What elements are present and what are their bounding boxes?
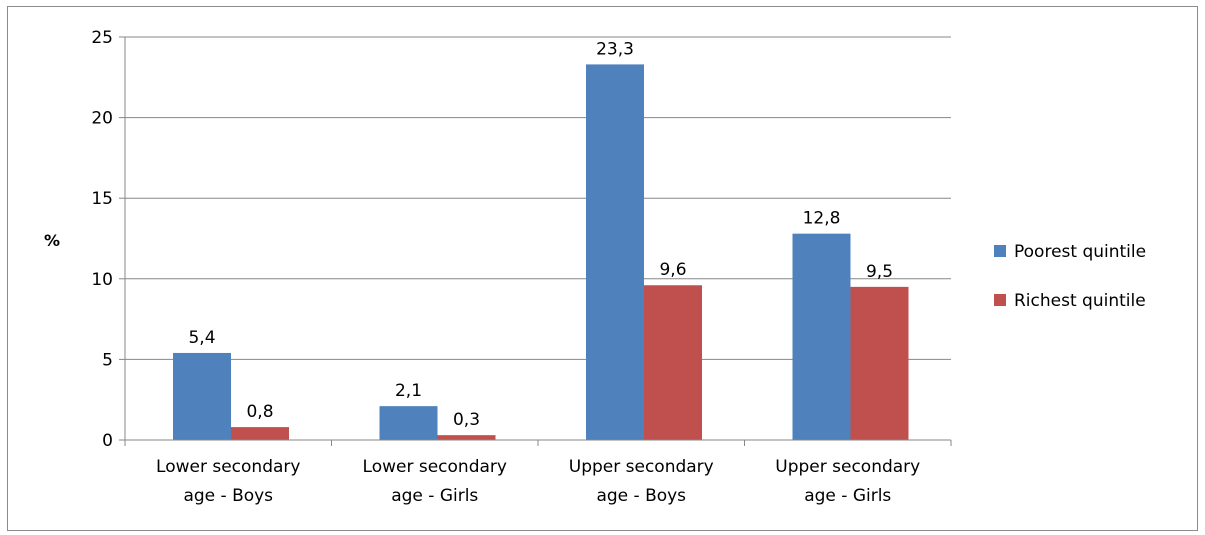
bar-poorest-2 [586,64,644,441]
x-category-label: Lower secondary [363,457,507,477]
x-category-label: age - Boys [183,486,273,506]
data-label: 12,8 [803,209,841,229]
data-label: 9,6 [659,260,686,280]
legend-label-richest: Richest quintile [1014,291,1146,311]
x-category-label: Upper secondary [569,457,714,477]
data-label: 23,3 [596,39,634,59]
axes: 0 5 10 15 20 25 Lower secondary age - Boys Lower… [91,28,952,506]
bar-richest-3 [850,286,909,440]
bar-poorest-0 [173,352,231,440]
bar-poorest-3 [792,233,851,440]
y-tick-label: 15 [91,189,113,209]
x-category-label: Lower secondary [156,457,300,477]
bars [173,64,909,441]
data-label: 0,8 [246,402,273,422]
x-category-label: age - Girls [804,486,891,506]
bar-richest-0 [231,427,289,440]
x-category-label: age - Girls [391,486,478,506]
data-label: 0,3 [453,410,480,430]
bar-richest-2 [644,285,702,440]
data-labels: 5,4 0,8 2,1 0,3 23,3 9,6 12,8 9,5 [188,39,893,430]
y-tick-label: 0 [102,431,113,451]
x-category-label: Upper secondary [775,457,920,477]
legend-swatch-richest [994,294,1006,306]
y-tick-label: 25 [91,28,113,48]
y-tick-label: 5 [102,350,113,370]
legend-swatch-poorest [994,245,1006,257]
bar-richest-1 [437,435,496,440]
data-label: 2,1 [395,381,422,401]
data-label: 9,5 [866,262,893,282]
x-category-label: age - Boys [596,486,686,506]
y-axis-title: % [44,231,60,250]
data-label: 5,4 [188,328,215,348]
y-tick-label: 20 [91,109,113,129]
legend: Poorest quintile Richest quintile [994,242,1146,311]
legend-label-poorest: Poorest quintile [1014,242,1146,262]
bar-poorest-1 [379,406,438,440]
y-tick-label: 10 [91,270,113,290]
